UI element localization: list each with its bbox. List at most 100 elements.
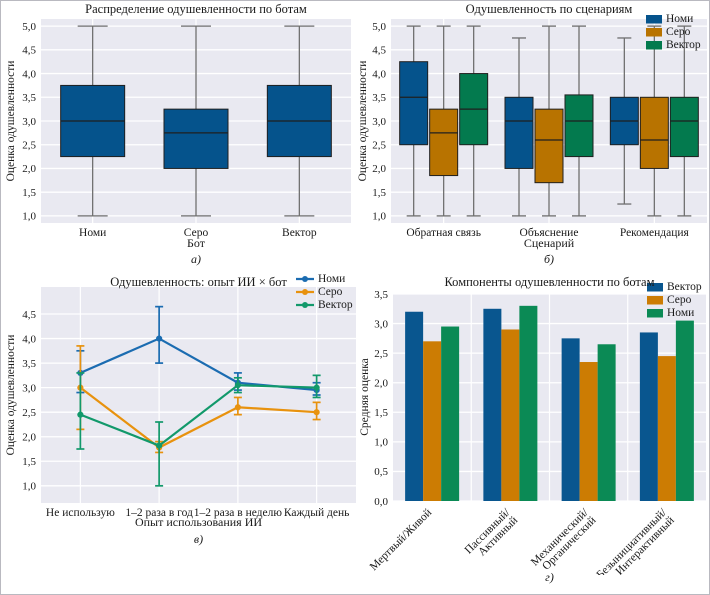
- y-tick-label: 2,0: [22, 163, 36, 175]
- line-series: [79, 386, 317, 449]
- line-series: [79, 384, 317, 447]
- y-tick-label: 1,5: [374, 407, 388, 419]
- box: [639, 96, 669, 169]
- y-tick-label: 2,5: [22, 140, 36, 152]
- bar-chart-svg-g: 0,0 0,5 1,0 1,5 2,0 2,5 3,0 3,5 Мертвый/Живой Пас…: [368, 281, 706, 575]
- bar: [597, 344, 616, 501]
- y-tick-label: 2,0: [22, 432, 36, 444]
- chart-panel-boxplot-by-scenario: 1,0 1,5 2,0 2,5 3,0 3,5 4,0 4,5 5,0 Обратная связ…: [355, 1, 709, 271]
- bar: [519, 305, 538, 501]
- legend-label: Серо: [318, 286, 343, 298]
- box: [163, 108, 229, 169]
- y-tick-label: 5,0: [372, 21, 386, 33]
- y-tick-label: 0,5: [374, 466, 388, 478]
- x-category-label: Номи: [79, 227, 106, 239]
- subfigure-caption-v: в): [193, 532, 204, 546]
- legend-label: Серо: [667, 294, 692, 306]
- legend-patch: [646, 28, 662, 37]
- box: [429, 108, 459, 177]
- y-tick-label: 3,0: [22, 116, 36, 128]
- legend-patch: [647, 296, 663, 305]
- bar: [441, 326, 460, 501]
- line-plot-svg-v: 1,0 1,5 2,0 2,5 3,0 3,5 4,0 4,5 Не использую 1–2 …: [22, 273, 356, 519]
- legend-label: Номи: [667, 307, 694, 319]
- box-plot-svg-b: 1,0 1,5 2,0 2,5 3,0 3,5 4,0 4,5 5,0 Обратная связ…: [372, 13, 707, 239]
- y-tick-label: 3,0: [374, 318, 388, 330]
- legend-patch: [647, 309, 663, 318]
- legend-patch: [646, 41, 662, 50]
- legend-label: Номи: [318, 273, 345, 285]
- bar: [405, 311, 424, 501]
- y-tick-label: 3,0: [372, 116, 386, 128]
- chart-panel-bar-components: 0,0 0,5 1,0 1,5 2,0 2,5 3,0 3,5 Мертвый/Живой Пас…: [355, 273, 709, 594]
- y-tick-label: 1,0: [22, 481, 36, 493]
- chart-title: Одушевленность: опыт ИИ × бот: [110, 275, 287, 289]
- chart-title: Распределение одушевленности по ботам: [85, 2, 307, 16]
- data-point-marker: [234, 404, 241, 411]
- x-category-label: Пассивный/Активный: [463, 506, 521, 564]
- y-tick-label: 2,5: [374, 348, 388, 360]
- y-tick-label: 5,0: [22, 21, 36, 33]
- y-tick-label: 3,5: [22, 358, 36, 370]
- x-category-label: Рекомендация: [620, 227, 690, 239]
- x-category-label: Объяснение: [520, 227, 579, 239]
- y-tick-label: 1,0: [22, 211, 36, 223]
- y-tick-label: 3,5: [374, 289, 388, 301]
- y-tick-label: 3,0: [22, 382, 36, 394]
- x-category-label: Мертвый/Живой: [368, 507, 434, 573]
- data-point-marker: [156, 335, 163, 342]
- y-tick-label: 4,5: [372, 45, 386, 57]
- x-category-label: Обратная связь: [406, 227, 481, 239]
- y-axis-label: Оценка одушевленности: [5, 334, 17, 456]
- box: [399, 61, 429, 146]
- chart-panel-line-experience: 1,0 1,5 2,0 2,5 3,0 3,5 4,0 4,5 Не использую 1–2 …: [1, 273, 361, 558]
- y-tick-label: 2,0: [374, 378, 388, 390]
- y-tick-label: 1,0: [374, 437, 388, 449]
- x-axis-label: Опыт использования ИИ: [134, 515, 263, 529]
- y-tick-label: 1,5: [22, 456, 36, 468]
- legend-dot-marker: [302, 289, 308, 295]
- y-tick-label: 2,0: [372, 163, 386, 175]
- subfigure-caption-b: б): [543, 252, 555, 266]
- data-point-marker: [234, 382, 241, 389]
- y-tick-label: 2,5: [22, 407, 36, 419]
- y-tick-label: 4,0: [372, 68, 386, 80]
- x-category-label: Вектор: [282, 227, 317, 239]
- bar: [423, 341, 442, 501]
- y-tick-label: 3,5: [22, 92, 36, 104]
- chart-title: Компоненты одушевленности по ботам: [444, 275, 655, 289]
- data-point-marker: [156, 442, 163, 449]
- legend-dot-marker: [302, 302, 308, 308]
- box: [669, 96, 699, 158]
- subfigure-caption-g: г): [545, 570, 554, 584]
- x-category-label: 1–2 раза в год: [125, 507, 193, 519]
- y-tick-label: 4,0: [22, 333, 36, 345]
- legend-patch: [646, 15, 662, 24]
- y-axis-label: Средняя оценка: [359, 358, 371, 436]
- box: [564, 94, 594, 158]
- plot-area: [41, 287, 356, 503]
- box: [504, 96, 534, 169]
- x-category-label: 1–2 раза в неделю: [194, 507, 283, 519]
- x-axis-label: Бот: [187, 236, 205, 250]
- bar: [675, 320, 694, 501]
- bar: [483, 308, 502, 501]
- box-plot-svg-a: 1,0 1,5 2,0 2,5 3,0 3,5 4,0 4,5 5,0 Номи Серо Векто…: [22, 19, 351, 239]
- y-tick-label: 0,0: [374, 496, 388, 508]
- chart-panel-boxplot-by-bot: 1,0 1,5 2,0 2,5 3,0 3,5 4,0 4,5 5,0 Номи Серо Векто…: [1, 1, 353, 271]
- legend-label: Серо: [666, 26, 691, 38]
- subfigure-caption-a: а): [191, 252, 201, 266]
- legend-label: Номи: [666, 13, 693, 25]
- x-axis-label: Сценарий: [523, 236, 575, 250]
- x-category-label: Механический/Органический: [529, 506, 599, 575]
- y-tick-label: 4,5: [22, 309, 36, 321]
- x-category-label: Серо: [184, 227, 209, 239]
- legend-label: Вектор: [667, 281, 702, 293]
- y-tick-label: 1,5: [22, 187, 36, 199]
- bar: [579, 362, 598, 501]
- data-point-marker: [313, 384, 320, 391]
- legend-dot-marker: [302, 276, 308, 282]
- y-axis-label: Оценка одушевленности: [357, 60, 369, 182]
- x-category-label: Безынициативный/Интерактивный: [594, 506, 677, 575]
